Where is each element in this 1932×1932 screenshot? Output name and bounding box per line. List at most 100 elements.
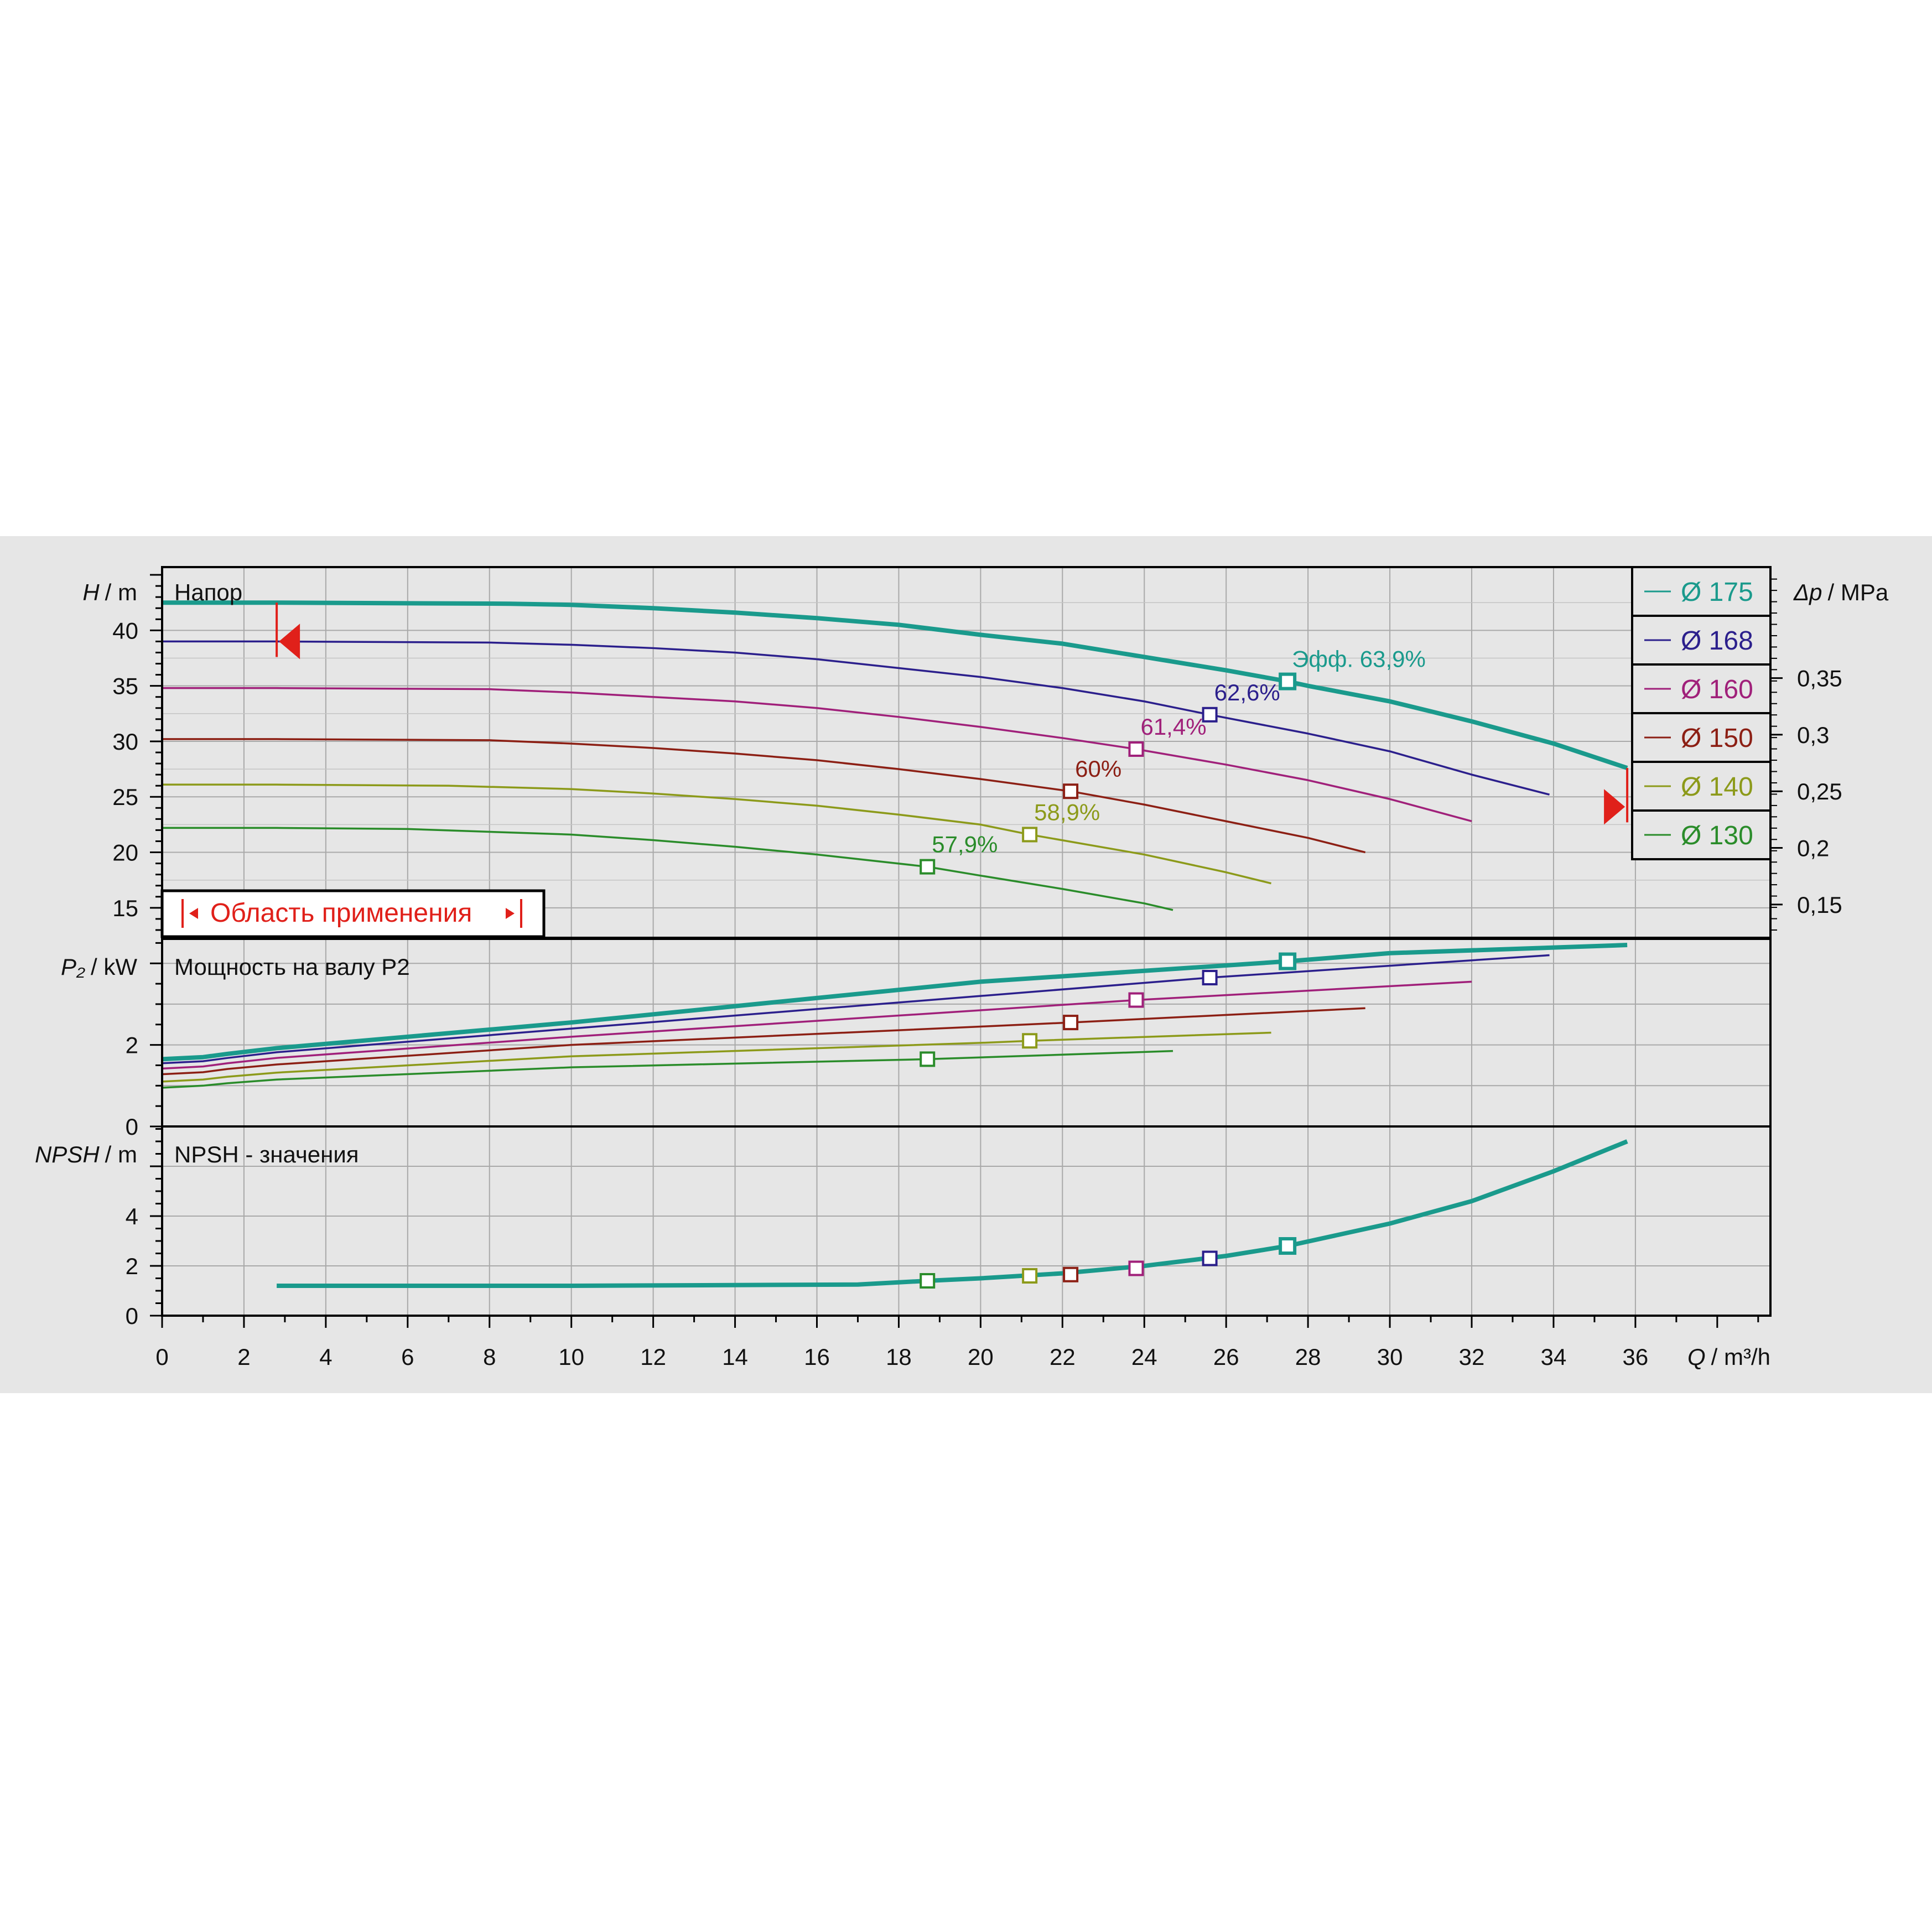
power-curve-d168: [162, 954, 1550, 1064]
power-duty-point-d130: [920, 1051, 936, 1067]
npsh-y-tick-label: 0: [126, 1303, 138, 1329]
power-panel-title: Мощность на валу P2: [174, 954, 410, 980]
head-axis-symbol: H: [82, 579, 100, 605]
npsh-duty-point-d160: [1128, 1260, 1144, 1276]
x-tick-label: 32: [1459, 1344, 1485, 1370]
head-y-tick-label: 40: [112, 617, 138, 643]
x-tick-label: 18: [886, 1344, 912, 1370]
x-tick-label: 6: [401, 1344, 414, 1370]
legend-label: Ø 175: [1681, 578, 1753, 607]
power-curve-d130: [162, 1050, 1173, 1089]
x-tick-label: 36: [1623, 1344, 1649, 1370]
power-duty-point-d160: [1128, 992, 1144, 1008]
legend: Ø 175 Ø 168 Ø 160 Ø 150 Ø 140 Ø 130: [1631, 566, 1772, 860]
npsh-axis-unit: / m: [105, 1141, 137, 1167]
power-y-tick-label: 0: [126, 1114, 138, 1140]
x-axis-symbol: Q: [1687, 1344, 1706, 1370]
power-curve-d160: [162, 980, 1472, 1070]
x-tick-label: 24: [1131, 1344, 1157, 1370]
head-curve-d140: [162, 783, 1271, 885]
series-layer: [162, 600, 1628, 1289]
dp-tick-label: 0,35: [1797, 666, 1842, 692]
efficiency-label-d140: 58,9%: [1034, 799, 1100, 825]
legend-label: Ø 140: [1681, 772, 1753, 802]
head-duty-point-d168: [1202, 707, 1218, 723]
region-end-arrow-icon: [1604, 789, 1625, 825]
label-layer: Эфф. 63,9% 62,6% 61,4% 60% 58,9% 57,9%: [276, 603, 1629, 858]
x-axis-unit: / m³/h: [1711, 1344, 1770, 1370]
region-start-arrow-icon: [279, 624, 300, 659]
dp-tick-label: 0,2: [1797, 835, 1829, 861]
right-arrow-icon: [506, 908, 515, 919]
npsh-curve-d175: [277, 1139, 1628, 1288]
head-y-tick-label: 35: [112, 673, 138, 699]
dp-tick-label: 0,15: [1797, 892, 1842, 918]
power-duty-point-d150: [1063, 1015, 1079, 1031]
x-tick-label: 0: [155, 1344, 168, 1370]
head-duty-point-d150: [1063, 783, 1079, 799]
efficiency-label-d150: 60%: [1075, 756, 1121, 782]
legend-label: Ø 168: [1681, 626, 1753, 656]
npsh-axis-symbol: NPSH: [35, 1141, 100, 1167]
npsh-y-tick-label: 2: [126, 1253, 138, 1279]
head-duty-point-d130: [920, 859, 936, 875]
dp-tick-label: 0,3: [1797, 722, 1829, 748]
power-curve-d150: [162, 1007, 1365, 1076]
power-y-tick-label: 2: [126, 1032, 138, 1058]
x-tick-label: 12: [640, 1344, 666, 1370]
power-axis-label: P₂ / kW: [61, 954, 137, 980]
x-tick-label: 8: [483, 1344, 496, 1370]
head-y-tick-label: 15: [112, 895, 138, 921]
x-tick-label: 4: [319, 1344, 332, 1370]
x-tick-label: 16: [804, 1344, 830, 1370]
x-tick-label: 10: [558, 1344, 584, 1370]
x-tick-label: 22: [1050, 1344, 1076, 1370]
head-curve-d160: [162, 687, 1472, 823]
power-duty-point-d168: [1202, 970, 1218, 986]
dp-axis-unit: / MPa: [1828, 579, 1889, 605]
legend-item: [1631, 809, 1772, 860]
power-duty-point-d140: [1022, 1033, 1038, 1049]
npsh-y-tick-label: 4: [126, 1203, 138, 1229]
head-duty-point-d175: [1279, 672, 1297, 690]
x-tick-label: 28: [1295, 1344, 1321, 1370]
head-curve-d130: [162, 827, 1173, 911]
head-axis-label: H / m: [82, 579, 137, 605]
head-y-tick-label: 20: [112, 840, 138, 866]
head-duty-point-d160: [1128, 741, 1144, 757]
power-axis-symbol: P₂: [61, 954, 85, 980]
x-axis-label: Q / m³/h: [1687, 1344, 1770, 1370]
frame-layer: [161, 566, 1772, 1317]
head-curve-d150: [162, 738, 1366, 854]
x-tick-label: 14: [722, 1344, 748, 1370]
legend-label: Ø 150: [1681, 724, 1753, 753]
head-panel-title: Напор: [174, 579, 242, 605]
head-y-tick-label: 30: [112, 729, 138, 755]
dp-axis-symbol: Δp: [1793, 579, 1822, 605]
head-axis-unit: / m: [105, 579, 137, 605]
efficiency-label-d130: 57,9%: [932, 832, 998, 858]
x-tick-label: 2: [237, 1344, 250, 1370]
efficiency-label-d168: 62,6%: [1214, 679, 1280, 705]
head-curve-d175: [162, 600, 1628, 770]
head-y-tick-label: 25: [112, 784, 138, 810]
head-panel-frame: [161, 566, 1772, 939]
grid-layer: [162, 567, 1770, 1316]
npsh-duty-point-d130: [920, 1273, 936, 1289]
efficiency-label-d160: 61,4%: [1140, 714, 1206, 740]
application-region-box: Область применения: [160, 889, 546, 938]
npsh-panel-title: NPSH - значения: [174, 1141, 359, 1167]
x-tick-label: 30: [1377, 1344, 1403, 1370]
head-curve-d168: [162, 640, 1550, 796]
x-tick-label: 20: [968, 1344, 994, 1370]
legend-label: Ø 130: [1681, 821, 1753, 850]
chart-panel: 0 2 4 6 8 10 12 14 16 18 20 22 24 26 28 30 32 34 36 15 20 25 3…: [0, 536, 1932, 1393]
npsh-panel-frame: [161, 1125, 1772, 1317]
head-duty-point-d140: [1022, 827, 1038, 843]
npsh-axis-label: NPSH / m: [35, 1141, 137, 1167]
dp-axis-label: Δp / MPa: [1793, 579, 1889, 605]
pump-curve-chart: 0 2 4 6 8 10 12 14 16 18 20 22 24 26 28 30 32 34 361520253…: [35, 566, 1889, 1370]
npsh-duty-point-d168: [1202, 1250, 1218, 1266]
dp-tick-label: 0,25: [1797, 778, 1842, 804]
efficiency-label-d175: Эфф. 63,9%: [1292, 646, 1426, 672]
